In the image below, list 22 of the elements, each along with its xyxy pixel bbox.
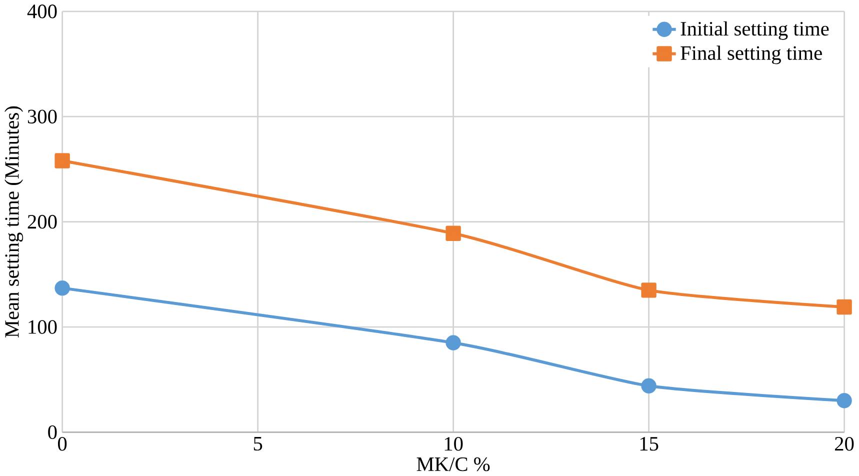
x-tick-label: 5: [254, 437, 262, 451]
y-tick-label: 300: [28, 110, 57, 124]
point: [446, 335, 461, 351]
y-tick-label: 200: [28, 215, 57, 229]
legend-label: Initial setting time: [680, 21, 829, 40]
point: [446, 226, 461, 242]
point: [641, 282, 656, 298]
y-tick-label: 100: [28, 320, 57, 334]
y-tick-label: 0: [48, 425, 57, 440]
x-tick-label: 15: [640, 437, 658, 451]
point: [836, 300, 852, 315]
point: [54, 280, 70, 296]
x-tick-label: 10: [444, 437, 463, 451]
x-tick-label: 0: [58, 437, 67, 451]
x-tick-label: 20: [835, 437, 854, 451]
point: [54, 153, 70, 169]
y-tick-label: 400: [27, 4, 57, 18]
point: [641, 378, 656, 394]
legend-label: Final setting time: [680, 46, 822, 64]
x-axis-title: MK/C %: [416, 458, 490, 472]
point: [836, 393, 852, 408]
y-axis-title: Mean setting time (Minutes): [4, 106, 24, 338]
